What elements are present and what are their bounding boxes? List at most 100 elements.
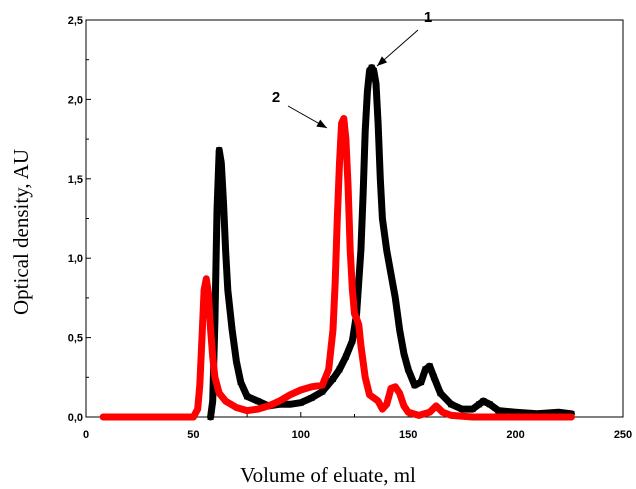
y-tick-label: 0,5: [68, 333, 83, 345]
series-point: [99, 413, 107, 421]
series-point: [430, 374, 437, 381]
series-point: [447, 412, 455, 419]
series-point: [392, 383, 399, 391]
series-point: [325, 366, 332, 373]
series-point: [480, 398, 487, 405]
series-point: [297, 386, 304, 394]
series-point: [347, 247, 354, 254]
series-point: [233, 358, 240, 365]
series-point: [362, 128, 369, 135]
series-point: [331, 278, 339, 286]
series-point: [357, 342, 365, 349]
series-point: [400, 402, 408, 410]
series-point: [336, 159, 343, 167]
series-point: [476, 401, 483, 408]
annotation-label: 2: [272, 89, 280, 106]
series-point: [344, 183, 352, 190]
series-point: [396, 389, 403, 397]
series-point: [512, 413, 519, 421]
series-point: [426, 363, 433, 370]
y-axis-title: Optical density, AU: [9, 149, 33, 315]
series-point: [194, 405, 201, 413]
x-tick-label: 250: [614, 429, 632, 441]
annotation-layer: 12: [272, 9, 432, 129]
series-point: [254, 405, 262, 413]
series-point: [383, 401, 390, 408]
series-point: [379, 405, 386, 413]
series-point: [379, 215, 386, 222]
series-point: [211, 318, 218, 325]
series-point: [469, 413, 476, 421]
series-point: [383, 247, 390, 254]
series-point: [418, 379, 425, 386]
series-point: [372, 80, 379, 87]
series-point: [222, 247, 229, 254]
series-point: [396, 326, 403, 333]
y-tick-label: 0,0: [68, 412, 83, 424]
series-point: [287, 401, 294, 408]
series-point: [349, 286, 356, 294]
annotation-arrow-head: [316, 119, 327, 128]
x-tick-label: 200: [506, 429, 524, 441]
series-point: [233, 404, 240, 411]
series-point: [342, 135, 350, 143]
series-point: [308, 394, 315, 401]
series-point: [364, 88, 371, 95]
series-point: [190, 413, 197, 421]
series-point: [400, 350, 407, 357]
x-tick-label: 150: [399, 429, 417, 441]
series-point: [366, 67, 373, 74]
plot-frame: [85, 19, 624, 418]
series-point: [220, 199, 227, 206]
series-point: [415, 412, 423, 419]
series-point: [215, 389, 223, 397]
series-point: [214, 207, 221, 214]
series-point: [244, 393, 251, 400]
series-point: [405, 409, 412, 416]
series-point: [216, 147, 223, 154]
series-point: [319, 388, 326, 395]
y-tick-label: 1,0: [68, 253, 83, 265]
series-point: [355, 321, 362, 329]
series-point: [370, 67, 377, 74]
series-point: [469, 406, 476, 413]
series-point: [203, 275, 210, 283]
y-tick-label: 2,5: [68, 15, 83, 27]
series-point: [330, 375, 337, 382]
series-point: [342, 353, 349, 360]
series-point: [349, 337, 356, 344]
series-point: [422, 366, 429, 373]
series-point: [411, 382, 418, 389]
series-point: [340, 115, 347, 122]
series-point: [368, 64, 375, 71]
series-point: [207, 326, 214, 333]
series-point: [209, 398, 216, 405]
series-point: [336, 366, 343, 373]
series-point: [353, 315, 360, 322]
series-point: [286, 391, 294, 398]
series-point: [360, 191, 367, 198]
series-point: [437, 390, 444, 397]
series-point: [568, 413, 575, 421]
series-point: [224, 286, 231, 293]
series-point: [490, 413, 498, 421]
series-point: [237, 379, 244, 386]
series-point: [512, 409, 519, 416]
series-point: [329, 326, 337, 333]
series-point: [555, 409, 562, 416]
series-point: [458, 406, 465, 413]
series-point: [125, 413, 133, 421]
series-point: [392, 294, 399, 301]
series-point: [375, 120, 382, 127]
x-tick-label: 100: [292, 429, 310, 441]
series-point: [147, 413, 154, 421]
series-point: [388, 271, 395, 278]
series-layer: [99, 64, 575, 421]
series-point: [218, 159, 225, 166]
series-point: [448, 401, 455, 408]
series-point: [357, 247, 364, 254]
x-tick-label: 0: [83, 429, 89, 441]
series-point: [362, 374, 369, 381]
series-point: [265, 402, 272, 410]
annotation-label: 1: [424, 9, 432, 26]
